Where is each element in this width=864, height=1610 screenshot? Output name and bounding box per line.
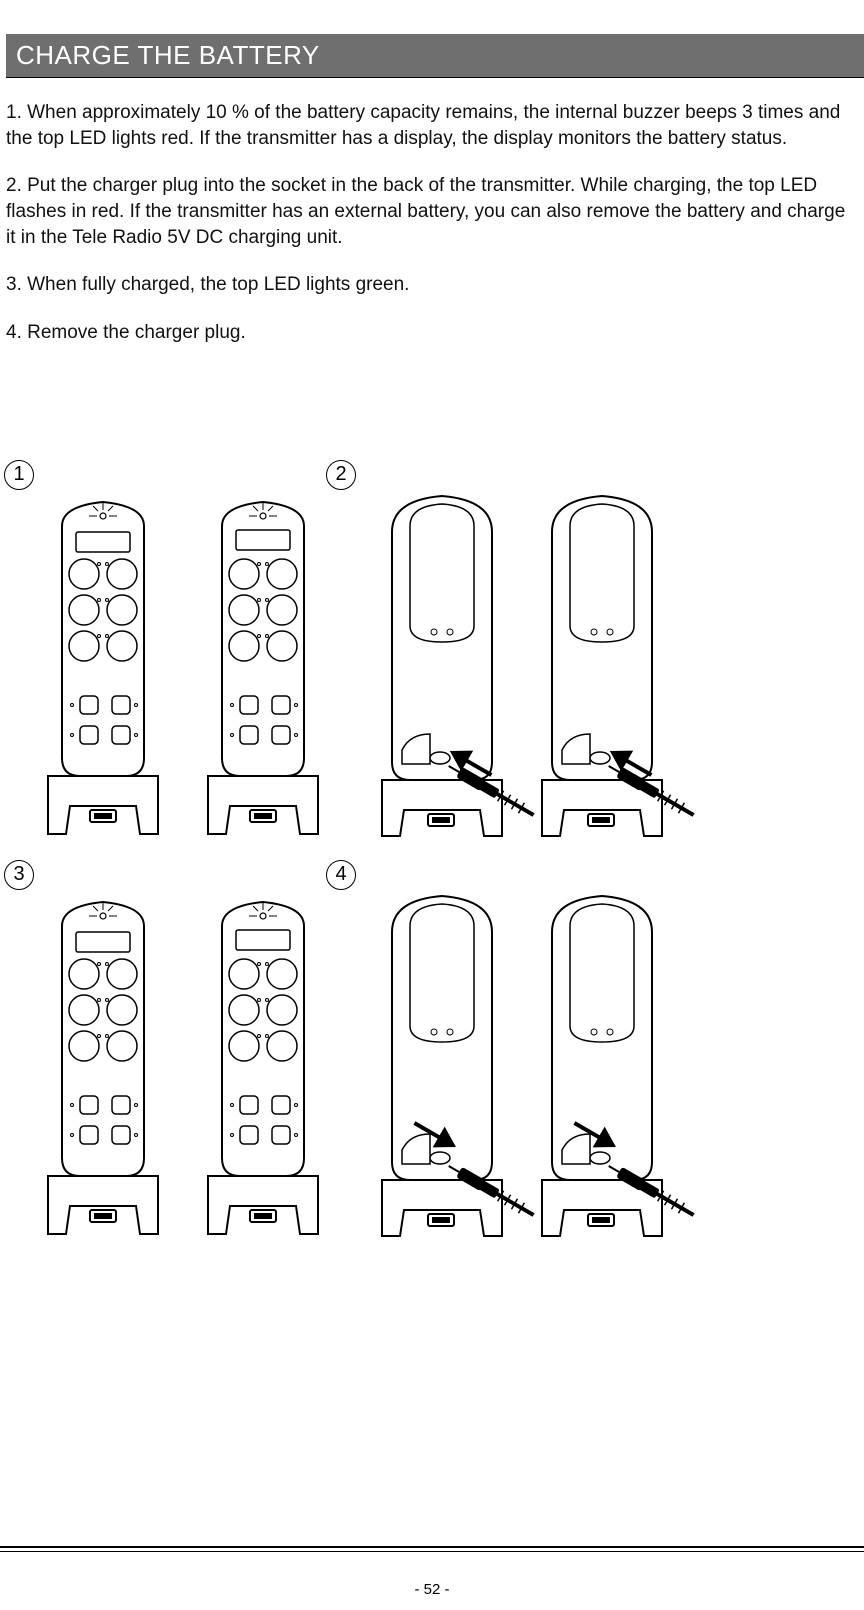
footer-rule-thick — [0, 1546, 864, 1548]
transmitter-front-a1 — [38, 496, 168, 846]
para-2: 2. Put the charger plug into the socket … — [6, 173, 858, 250]
step-label-1: 1 — [4, 460, 34, 490]
transmitter-back-b2 — [530, 886, 710, 1246]
step-label-4: 4 — [326, 860, 356, 890]
page-number: - 52 - — [0, 1581, 864, 1598]
step-label-2: 2 — [326, 460, 356, 490]
transmitter-back-a2 — [370, 886, 550, 1246]
transmitter-front-a2 — [38, 896, 168, 1246]
step-label-3: 3 — [4, 860, 34, 890]
para-3: 3. When fully charged, the top LED light… — [6, 272, 858, 298]
body-text: 1. When approximately 10 % of the batter… — [6, 100, 858, 345]
transmitter-front-b2 — [198, 876, 328, 1246]
transmitter-back-a1 — [370, 486, 550, 846]
page: CHARGE THE BATTERY 1. When approximately… — [0, 34, 864, 1610]
footer-rule-thin — [0, 1551, 864, 1552]
para-4: 4. Remove the charger plug. — [6, 320, 858, 346]
para-1: 1. When approximately 10 % of the batter… — [6, 100, 858, 151]
transmitter-back-b1 — [530, 486, 710, 846]
transmitter-front-b1 — [198, 476, 328, 846]
section-header: CHARGE THE BATTERY — [6, 34, 864, 78]
